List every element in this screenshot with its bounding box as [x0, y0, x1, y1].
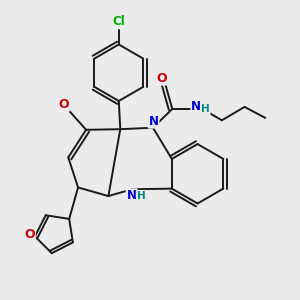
Text: H: H — [201, 104, 210, 114]
Text: N: N — [127, 189, 136, 202]
Text: O: O — [24, 228, 35, 242]
Text: O: O — [58, 98, 69, 111]
Text: O: O — [157, 72, 167, 85]
Text: N: N — [148, 115, 159, 128]
Text: Cl: Cl — [112, 15, 125, 28]
Text: N: N — [191, 100, 201, 112]
Text: H: H — [137, 191, 146, 201]
